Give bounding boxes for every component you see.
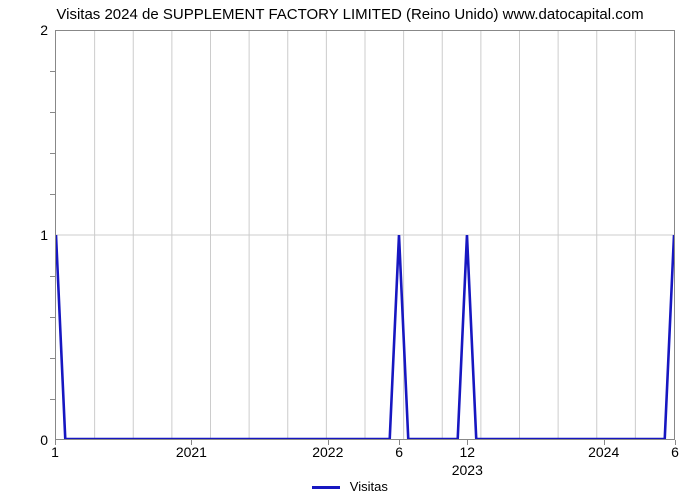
xtick-label: 2024: [588, 444, 619, 460]
legend-label: Visitas: [350, 479, 388, 494]
xtick-mark: [467, 440, 468, 445]
legend-swatch: [312, 486, 340, 489]
xtick-mark: [55, 440, 56, 445]
ytick-minor: [50, 153, 55, 154]
xtick-mark: [604, 440, 605, 445]
line-svg: [56, 31, 674, 439]
xtick-label: 2021: [176, 444, 207, 460]
xtick-label: 2022: [312, 444, 343, 460]
xtick-mark: [328, 440, 329, 445]
xtick-label: 2023: [452, 462, 483, 478]
legend: Visitas: [0, 479, 700, 494]
ytick-minor: [50, 194, 55, 195]
ytick-minor: [50, 276, 55, 277]
ytick-label: 1: [8, 227, 48, 243]
xtick-label: 6: [671, 444, 679, 460]
ytick-minor: [50, 399, 55, 400]
xtick-label: 6: [395, 444, 403, 460]
ytick-minor: [50, 317, 55, 318]
ytick-minor: [50, 71, 55, 72]
ytick-label: 0: [8, 432, 48, 448]
chart-container: Visitas 2024 de SUPPLEMENT FACTORY LIMIT…: [0, 0, 700, 500]
xtick-mark: [675, 440, 676, 445]
xtick-label: 12: [460, 444, 476, 460]
xtick-mark: [191, 440, 192, 445]
chart-title: Visitas 2024 de SUPPLEMENT FACTORY LIMIT…: [0, 6, 700, 23]
xtick-mark: [399, 440, 400, 445]
ytick-minor: [50, 358, 55, 359]
xtick-label: 1: [51, 444, 59, 460]
plot-area: [55, 30, 675, 440]
ytick-label: 2: [8, 22, 48, 38]
ytick-minor: [50, 112, 55, 113]
